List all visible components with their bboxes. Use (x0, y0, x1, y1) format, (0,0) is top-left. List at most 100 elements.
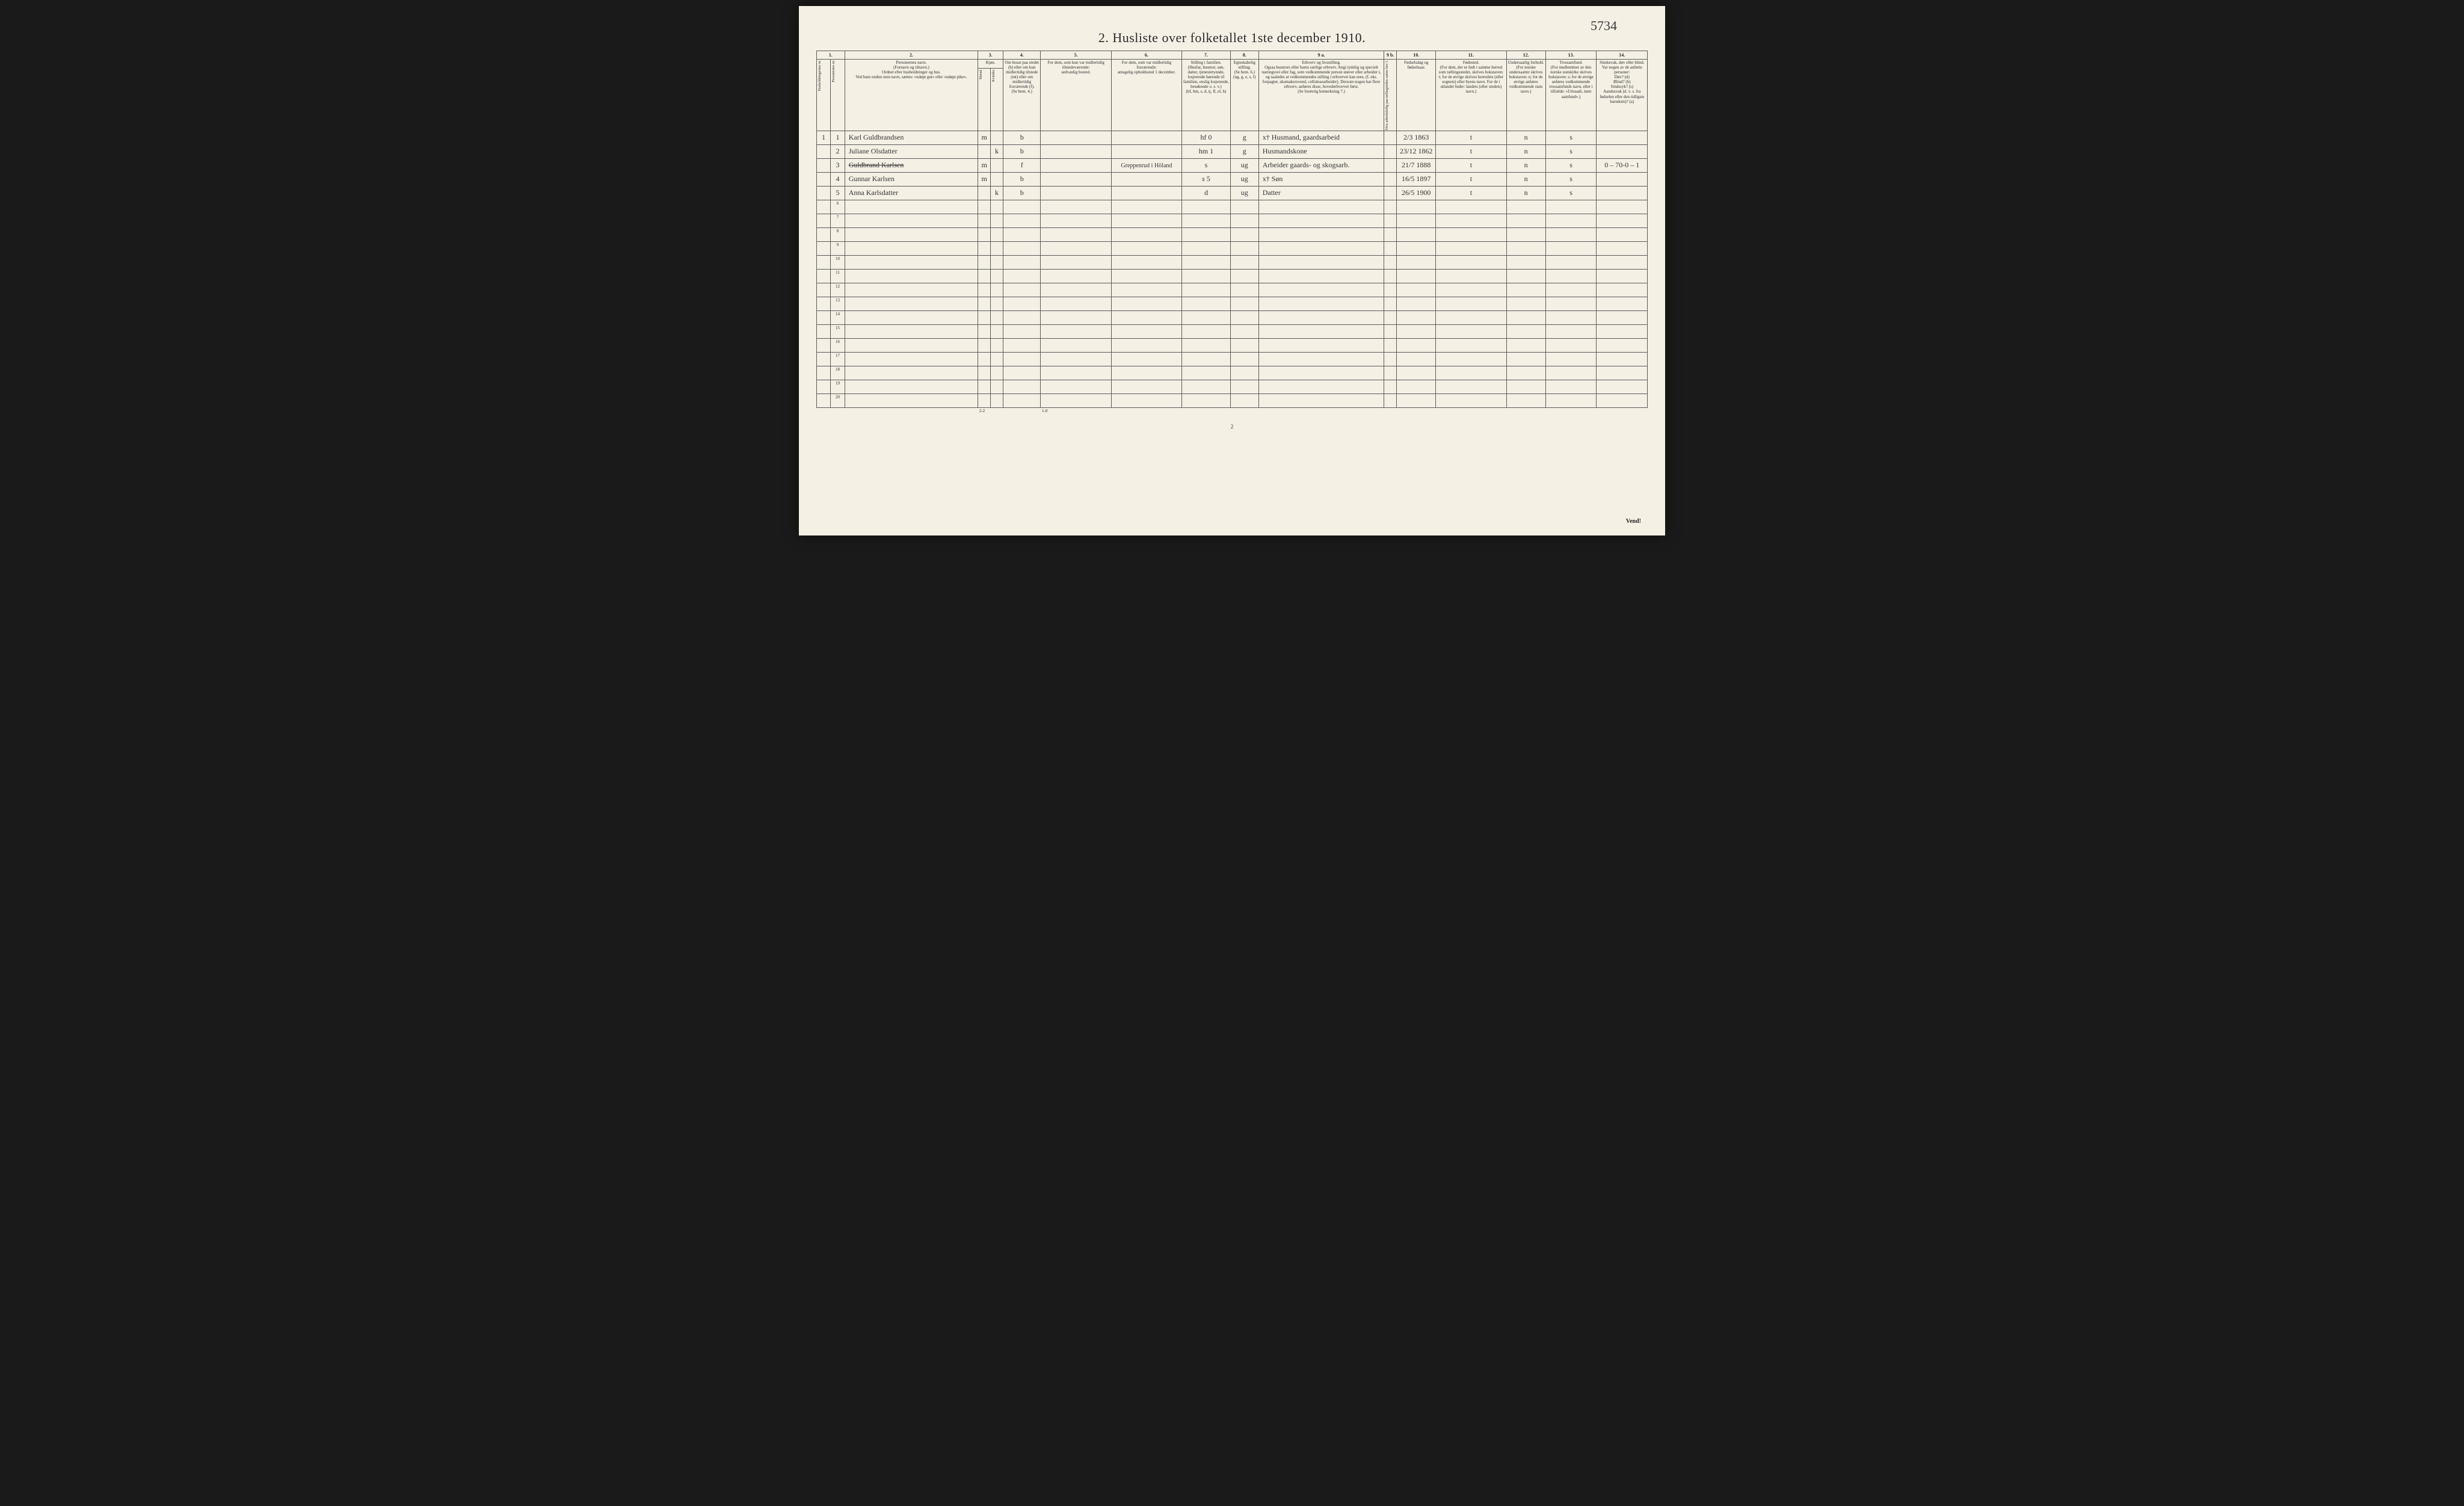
c10: 21/7 1888 (1397, 159, 1436, 173)
tally-sex: 2-2 (978, 408, 1041, 422)
header-navn: Personernes navn. (Fornavn og tilnavn.) … (845, 60, 978, 131)
header-c1b-text: Personernes nr. (832, 60, 836, 82)
person-nr: 4 (831, 173, 845, 187)
c5 (1041, 145, 1111, 159)
person-nr: 10 (831, 256, 845, 270)
header-person-nr: Personernes nr. (831, 60, 845, 131)
c14 (1597, 145, 1648, 159)
c14 (1597, 131, 1648, 145)
person-nr: 7 (831, 214, 845, 228)
colnum-10: 10. (1397, 51, 1436, 60)
c14 (1597, 173, 1648, 187)
c11: t (1436, 131, 1506, 145)
sex-k (991, 131, 1003, 145)
person-nr: 8 (831, 228, 845, 242)
sex-k: k (991, 145, 1003, 159)
person-nr: 20 (831, 394, 845, 408)
c9b (1384, 131, 1397, 145)
person-nr: 11 (831, 270, 845, 283)
person-nr: 19 (831, 380, 845, 394)
table-row-empty: 11 (816, 270, 1647, 283)
table-row-empty: 14 (816, 311, 1647, 325)
c10: 26/5 1900 (1397, 187, 1436, 200)
c12: n (1506, 145, 1545, 159)
person-nr: 2 (831, 145, 845, 159)
colnum-5: 5. (1041, 51, 1111, 60)
person-nr: 3 (831, 159, 845, 173)
table-row: 4 Gunnar Karlsen m b s 5 ug x† Søn 16/5 … (816, 173, 1647, 187)
person-name: Juliane Olsdatter (845, 145, 978, 159)
colnum-9b: 9 b. (1384, 51, 1397, 60)
table-row-empty: 7 (816, 214, 1647, 228)
header-maend-text: Mænd. (979, 69, 984, 79)
table-row-empty: 12 (816, 283, 1647, 297)
c11: t (1436, 159, 1506, 173)
header-fodselsdag: Fødselsdag og fødselsaar. (1397, 60, 1436, 131)
c11: t (1436, 187, 1506, 200)
table-row-empty: 15 (816, 325, 1647, 339)
c8: g (1230, 145, 1258, 159)
c5 (1041, 159, 1111, 173)
c8: ug (1230, 159, 1258, 173)
person-nr: 14 (831, 311, 845, 325)
colnum-1: 1. (816, 51, 845, 60)
table-row-empty: 10 (816, 256, 1647, 270)
c9b (1384, 159, 1397, 173)
c6 (1111, 131, 1181, 145)
header-egteskab: Egteskabelig stilling. (Se bem. 6.) (ug,… (1230, 60, 1258, 131)
colnum-9a: 9 a. (1258, 51, 1384, 60)
table-row-empty: 19 (816, 380, 1647, 394)
person-nr: 17 (831, 353, 845, 366)
person-nr: 5 (831, 187, 845, 200)
column-number-row: 1. 2. 3. 4. 5. 6. 7. 8. 9 a. 9 b. 10. 11… (816, 51, 1647, 60)
page-id-handwritten: 5734 (1591, 18, 1617, 34)
husholdning-nr (816, 187, 830, 200)
c14 (1597, 187, 1648, 200)
c9b (1384, 173, 1397, 187)
c5 (1041, 173, 1111, 187)
bosat: b (1003, 145, 1041, 159)
sex-m (978, 145, 991, 159)
colnum-12: 12. (1506, 51, 1545, 60)
c7: d (1182, 187, 1231, 200)
sex-m: m (978, 131, 991, 145)
sex-m (978, 187, 991, 200)
header-trossamfund: Trossamfund. (For medlemmer av den norsk… (1545, 60, 1597, 131)
person-name: Anna Karlsdatter (845, 187, 978, 200)
c10: 23/12 1862 (1397, 145, 1436, 159)
header-bosat: Om bosat paa stedet (b) eller om kun mid… (1003, 60, 1041, 131)
table-row: 2 Juliane Olsdatter k b hm 1 g Husmandsk… (816, 145, 1647, 159)
header-stilling-familie: Stilling i familien. (Husfar, husmor, sø… (1182, 60, 1231, 131)
table-row-empty: 17 (816, 353, 1647, 366)
c5 (1041, 131, 1111, 145)
header-kvinder-text: Kvinder. (992, 69, 996, 82)
table-row-empty: 6 (816, 200, 1647, 214)
colnum-2: 2. (845, 51, 978, 60)
census-table: 1. 2. 3. 4. 5. 6. 7. 8. 9 a. 9 b. 10. 11… (816, 51, 1648, 421)
bosat: b (1003, 173, 1041, 187)
table-row: 3 Guldbrand Karlsen m f Greppenrud i Höl… (816, 159, 1647, 173)
person-nr: 9 (831, 242, 845, 256)
c9a: x† Søn (1258, 173, 1384, 187)
colnum-14: 14. (1597, 51, 1648, 60)
c6 (1111, 173, 1181, 187)
header-undersaat: Undersaatlig forhold. (For norske unders… (1506, 60, 1545, 131)
c7: s (1182, 159, 1231, 173)
c13: s (1545, 159, 1597, 173)
table-row-empty: 8 (816, 228, 1647, 242)
c9b (1384, 145, 1397, 159)
c12: n (1506, 131, 1545, 145)
sex-m: m (978, 159, 991, 173)
person-nr: 16 (831, 339, 845, 353)
header-midl-tilstede: For dem, som kun var midlertidig tilsted… (1041, 60, 1111, 131)
person-nr: 15 (831, 325, 845, 339)
c12: n (1506, 187, 1545, 200)
husholdning-nr (816, 159, 830, 173)
c9a: Husmandskone (1258, 145, 1384, 159)
colnum-4: 4. (1003, 51, 1041, 60)
husholdning-nr (816, 173, 830, 187)
table-row: 1 1 Karl Guldbrandsen m b hf 0 g x† Husm… (816, 131, 1647, 145)
c9a: x† Husmand, gaardsarbeid (1258, 131, 1384, 145)
c13: s (1545, 145, 1597, 159)
header-husholdning-nr: Husholdningernes nr. (816, 60, 830, 131)
